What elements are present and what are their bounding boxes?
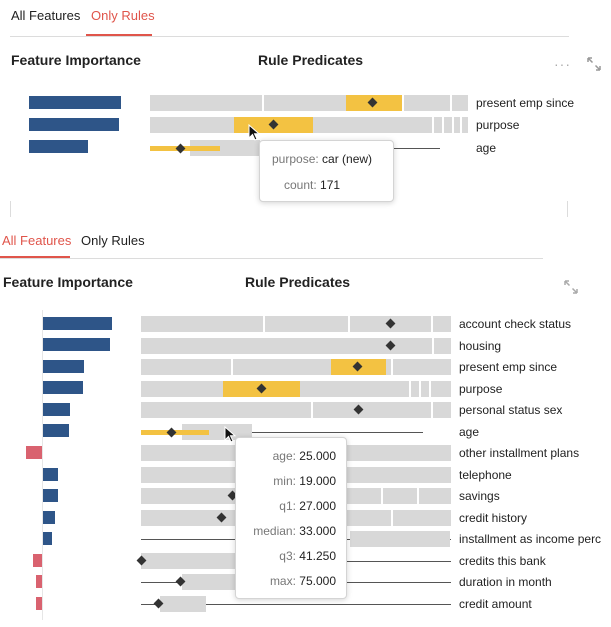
predicate-box[interactable] (182, 574, 242, 590)
importance-bar (42, 403, 70, 416)
tooltip-key: q3: (279, 549, 296, 563)
importance-bar (29, 140, 88, 153)
tooltip: purpose: car (new) count: 171 (259, 140, 394, 202)
tooltip-key: count: (284, 178, 317, 192)
importance-bar (42, 360, 84, 373)
predicate-track[interactable] (141, 402, 451, 418)
importance-bar (33, 554, 42, 567)
more-icon[interactable]: ··· (554, 56, 571, 72)
feature-label: other installment plans (459, 446, 580, 460)
tooltip-key: max: (269, 574, 296, 588)
importance-bar (42, 511, 55, 524)
importance-bar (42, 338, 110, 351)
tooltip-value: 19.000 (299, 474, 336, 488)
feature-importance-title: Feature Importance (11, 52, 141, 68)
importance-bar (42, 424, 69, 437)
tooltip-value: 27.000 (299, 499, 336, 513)
rule-predicates-title: Rule Predicates (245, 274, 351, 290)
feature-label: account check status (459, 317, 572, 331)
importance-bar (42, 381, 83, 394)
predicate-range-line (141, 432, 423, 433)
importance-bar (29, 118, 119, 131)
tab-divider (0, 258, 543, 259)
tab-only-rules[interactable]: Only Rules (81, 233, 145, 248)
predicate-box[interactable] (190, 140, 260, 156)
tab-only-rules[interactable]: Only Rules (91, 8, 155, 23)
tooltip-key: min: (273, 474, 296, 488)
tab-underline (0, 256, 70, 258)
cursor-icon (224, 425, 237, 449)
rule-predicates-title: Rule Predicates (258, 52, 364, 68)
predicate-box[interactable] (141, 553, 241, 569)
feature-label: credit amount (459, 597, 532, 611)
feature-label: present emp since (476, 96, 575, 110)
tooltip-key: q1: (279, 499, 296, 513)
axis-line (42, 310, 43, 620)
predicate-box[interactable] (350, 531, 450, 547)
importance-bar (42, 532, 52, 545)
tooltip-value: 33.000 (299, 524, 336, 538)
tooltip-key: purpose: (272, 152, 319, 166)
feature-label: credits this bank (459, 554, 546, 568)
tab-divider (10, 36, 569, 37)
importance-bar (42, 317, 112, 330)
tooltip-value: 25.000 (299, 449, 336, 463)
feature-label: age (476, 141, 497, 155)
importance-bar (29, 96, 121, 109)
predicate-track[interactable] (141, 316, 451, 332)
predicate-range-line (141, 604, 451, 605)
predicate-box[interactable] (160, 596, 206, 612)
tooltip-value: 171 (320, 178, 341, 192)
tooltip: age: 25.000 min: 19.000 q1: 27.000 media… (235, 437, 347, 599)
importance-bar (36, 575, 42, 588)
card-border (10, 201, 11, 217)
feature-label: age (459, 425, 480, 439)
feature-label: telephone (459, 468, 512, 482)
feature-label: installment as income perc (459, 532, 602, 546)
tooltip-value: 41.250 (299, 549, 336, 563)
tooltip-key: median: (253, 524, 296, 538)
tooltip-value: 75.000 (299, 574, 336, 588)
feature-label: housing (459, 339, 502, 353)
predicate-track[interactable] (150, 95, 468, 111)
importance-bar (26, 446, 42, 459)
predicate-track[interactable] (141, 359, 451, 375)
feature-label: credit history (459, 511, 528, 525)
feature-label: present emp since (459, 360, 558, 374)
predicate-track[interactable] (141, 338, 451, 354)
feature-label: savings (459, 489, 500, 503)
importance-bar (42, 468, 58, 481)
feature-importance-title: Feature Importance (3, 274, 133, 290)
feature-label: personal status sex (459, 403, 563, 417)
feature-label: purpose (476, 118, 520, 132)
tooltip-key: age: (272, 449, 296, 463)
tab-underline (86, 34, 152, 36)
feature-label: purpose (459, 382, 503, 396)
tab-all-features[interactable]: All Features (2, 233, 72, 248)
importance-bar (36, 597, 42, 610)
feature-label: duration in month (459, 575, 552, 589)
card-border (567, 201, 568, 217)
expand-icon[interactable] (587, 57, 601, 74)
tooltip-value: car (new) (322, 152, 373, 166)
importance-bar (42, 489, 58, 502)
expand-icon[interactable] (564, 280, 578, 297)
tab-all-features[interactable]: All Features (11, 8, 81, 23)
cursor-icon (248, 123, 261, 147)
